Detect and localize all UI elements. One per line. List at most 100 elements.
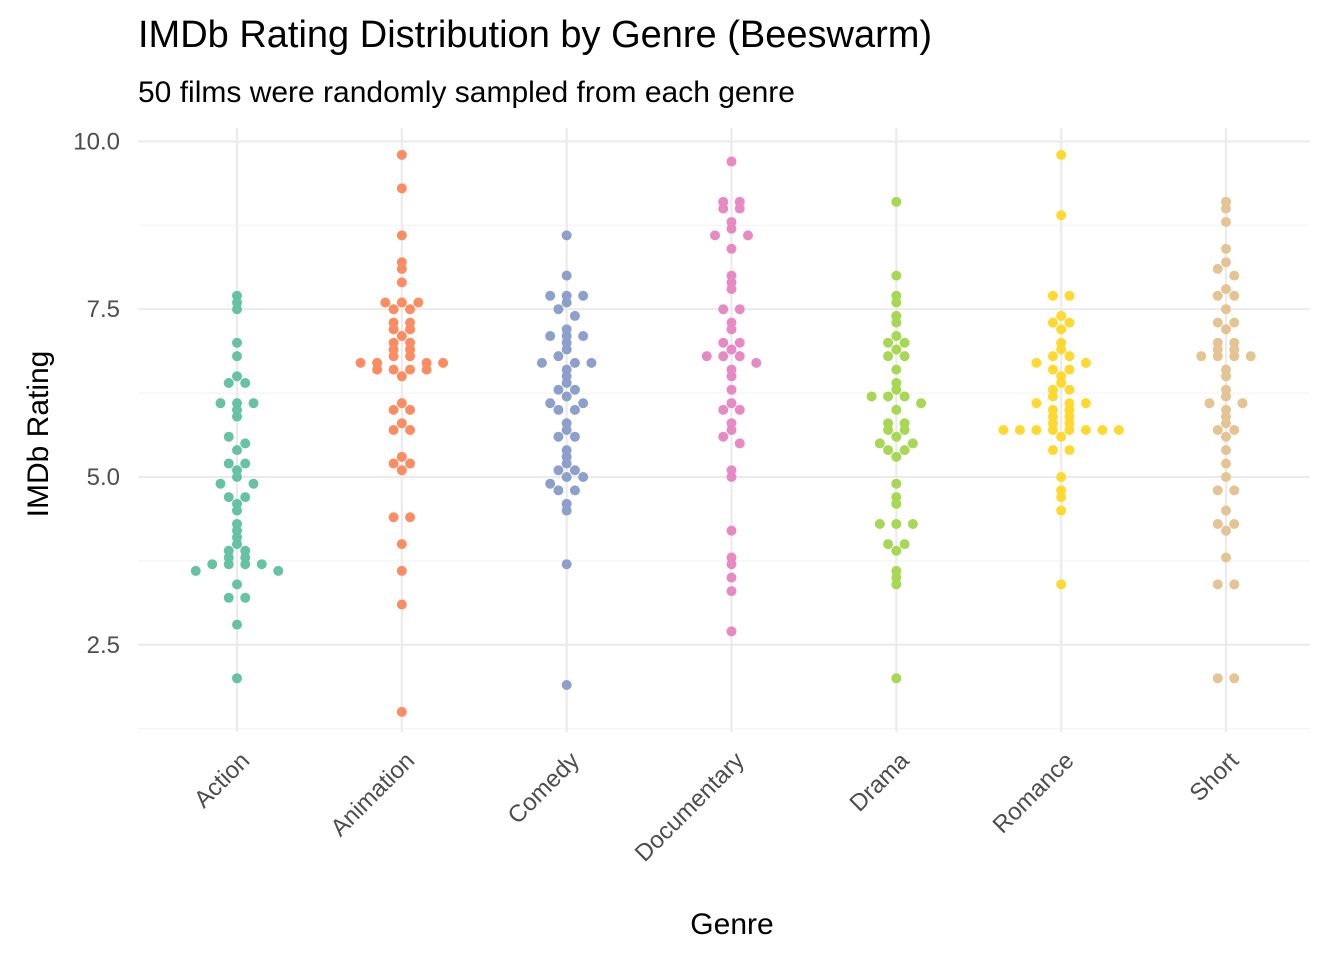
data-point [891,344,902,355]
data-point [891,364,902,375]
data-point [734,203,745,214]
data-point [561,471,572,482]
data-point [1221,445,1231,456]
data-point [1221,257,1231,268]
data-point [1221,505,1231,516]
data-point [561,270,572,281]
data-point [1080,357,1091,368]
data-point [1221,304,1231,315]
chart-subtitle: 50 films were randomly sampled from each… [138,76,795,109]
y-tick-label: 7.5 [87,296,120,323]
data-point [388,324,399,335]
data-point [1056,210,1067,221]
data-point [396,418,407,429]
data-point [891,404,902,415]
data-point [1047,391,1058,402]
data-point [396,331,407,342]
data-point [899,539,910,550]
data-point [726,471,737,482]
data-point [232,579,242,590]
data-point [240,438,251,449]
data-point [1212,317,1223,328]
data-point [561,297,572,308]
data-point [1047,425,1058,435]
data-point [553,404,564,415]
data-point [553,384,564,395]
data-point [545,398,556,409]
data-point [1056,378,1067,389]
data-point [248,398,259,409]
data-point [1229,579,1240,590]
data-point [561,378,572,389]
data-point [1113,425,1124,435]
data-point [718,431,729,442]
data-point [388,364,399,375]
data-point [421,364,432,375]
data-point [718,203,729,214]
data-point [718,404,729,415]
data-point [388,404,399,415]
data-point [578,471,589,482]
data-point [1064,445,1075,456]
data-point [1064,364,1075,375]
x-tick-label: Comedy [503,747,585,829]
data-point [1212,518,1223,529]
data-point [1221,216,1231,227]
data-point [718,304,729,315]
data-point [232,673,242,684]
data-point [891,270,902,281]
data-point [569,465,580,476]
data-point [743,230,753,241]
data-point [726,223,737,234]
data-point [726,398,737,409]
data-point [726,371,737,382]
data-point [891,384,902,395]
data-point [207,559,218,570]
data-point [232,411,242,422]
data-point [1229,290,1240,301]
data-point [1221,243,1231,254]
data-point [891,451,902,462]
data-point [1245,351,1256,362]
data-point [405,304,416,315]
data-point [1212,263,1223,274]
data-point [215,398,226,409]
data-point [734,351,745,362]
data-point [1031,357,1042,368]
data-point [1064,317,1075,328]
data-point [388,425,399,435]
data-point [578,331,589,342]
data-point [561,425,572,435]
data-point [899,337,910,348]
data-point [726,324,737,335]
data-point [891,545,902,556]
data-point [273,565,284,576]
data-point [1056,492,1067,503]
data-point [553,304,564,315]
data-point [1080,398,1091,409]
data-point [891,431,902,442]
data-point [223,492,234,503]
data-point [726,156,737,167]
data-point [569,485,580,496]
data-point [372,364,383,375]
y-tick-label: 2.5 [87,632,120,659]
data-point [569,431,580,442]
x-tick-label: Action [189,747,255,813]
data-point [1221,324,1231,335]
x-tick-label: Drama [845,747,915,817]
data-point [1221,525,1231,536]
data-point [223,378,234,389]
data-point [726,559,737,570]
data-point [1047,445,1058,456]
data-point [1229,518,1240,529]
data-point [561,559,572,570]
data-point [899,351,910,362]
data-point [396,183,407,194]
data-point [1014,425,1025,435]
data-point [726,243,737,254]
data-point [1221,431,1231,442]
data-point [1031,398,1042,409]
data-point [1196,351,1207,362]
